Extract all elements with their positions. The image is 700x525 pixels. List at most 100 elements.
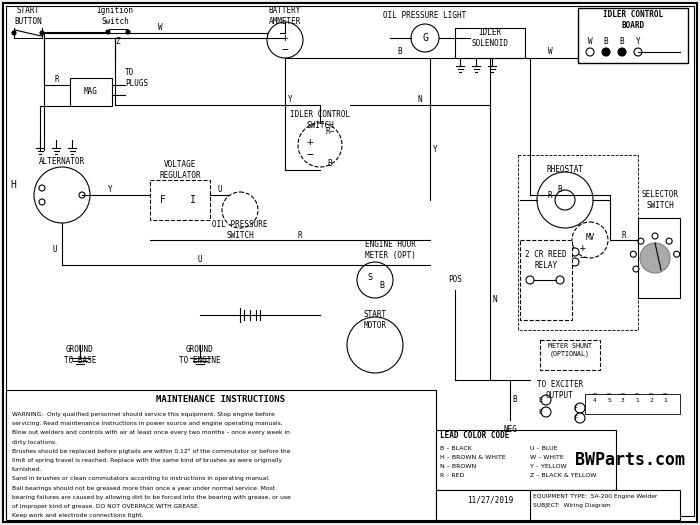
- Text: N: N: [493, 296, 497, 304]
- Text: Brushes should be replaced before pigtails are within 0.12" of the commutator or: Brushes should be replaced before pigtai…: [12, 449, 290, 454]
- Text: E: E: [538, 409, 542, 415]
- FancyBboxPatch shape: [520, 240, 572, 320]
- Text: B – BLACK: B – BLACK: [440, 446, 472, 451]
- Circle shape: [645, 394, 657, 406]
- Text: +: +: [580, 243, 586, 253]
- Circle shape: [40, 31, 44, 35]
- Circle shape: [106, 30, 110, 34]
- Circle shape: [39, 199, 45, 205]
- FancyBboxPatch shape: [70, 78, 112, 106]
- Circle shape: [12, 31, 16, 35]
- Circle shape: [652, 233, 658, 239]
- Text: servicing. Read maintenance instructions in power source and engine operating ma: servicing. Read maintenance instructions…: [12, 421, 283, 426]
- Text: Ignition
Switch: Ignition Switch: [97, 6, 134, 26]
- Text: ALTERNATOR: ALTERNATOR: [39, 158, 85, 166]
- Text: NEG: NEG: [503, 425, 517, 435]
- Circle shape: [39, 185, 45, 191]
- Text: R – RED: R – RED: [440, 473, 464, 478]
- FancyBboxPatch shape: [6, 390, 436, 520]
- Circle shape: [630, 251, 636, 257]
- FancyBboxPatch shape: [530, 490, 680, 520]
- FancyBboxPatch shape: [455, 28, 525, 58]
- Text: R: R: [622, 230, 626, 239]
- Circle shape: [572, 222, 608, 258]
- Text: OIL PRESSURE LIGHT: OIL PRESSURE LIGHT: [384, 12, 467, 20]
- Circle shape: [633, 266, 639, 272]
- Text: IDLER CONTROL
SWITCH: IDLER CONTROL SWITCH: [290, 110, 350, 130]
- Text: Sand in brushes or clean commutators according to instructions in operating manu: Sand in brushes or clean commutators acc…: [12, 476, 270, 481]
- Text: B: B: [558, 185, 562, 194]
- Text: B: B: [398, 47, 402, 57]
- FancyBboxPatch shape: [436, 490, 616, 520]
- Text: R: R: [55, 76, 60, 85]
- Text: 2 CR REED
RELAY: 2 CR REED RELAY: [525, 250, 567, 270]
- Circle shape: [618, 48, 626, 56]
- Circle shape: [659, 394, 671, 406]
- Circle shape: [541, 395, 551, 405]
- Circle shape: [555, 190, 575, 210]
- Text: START
MOTOR: START MOTOR: [363, 310, 386, 330]
- Text: 2: 2: [649, 397, 653, 403]
- Text: W: W: [588, 37, 592, 47]
- Text: Keep work and electrode connections tight.: Keep work and electrode connections tigh…: [12, 513, 144, 518]
- Circle shape: [347, 317, 403, 373]
- Circle shape: [575, 413, 585, 423]
- Text: H – BROWN & WHITE: H – BROWN & WHITE: [440, 455, 505, 460]
- Text: U: U: [197, 256, 202, 265]
- Circle shape: [571, 248, 579, 256]
- Text: 1: 1: [635, 397, 639, 403]
- Text: START
BUTTON: START BUTTON: [14, 6, 42, 26]
- Text: furnished.: furnished.: [12, 467, 42, 472]
- Text: W – WHITE: W – WHITE: [530, 455, 564, 460]
- Circle shape: [222, 192, 258, 228]
- Text: 3: 3: [621, 397, 625, 403]
- Text: IDLER
SOLENOID: IDLER SOLENOID: [472, 28, 508, 48]
- Text: N – BROWN: N – BROWN: [440, 464, 476, 469]
- Text: MAG: MAG: [84, 88, 98, 97]
- Text: F: F: [573, 405, 577, 411]
- Circle shape: [526, 276, 534, 284]
- Text: 5: 5: [607, 397, 611, 403]
- Circle shape: [634, 48, 642, 56]
- FancyBboxPatch shape: [638, 218, 680, 298]
- Circle shape: [602, 48, 610, 56]
- Text: 11/27/2019: 11/27/2019: [467, 496, 513, 505]
- Text: B: B: [620, 37, 624, 47]
- Circle shape: [666, 238, 672, 244]
- Text: Z – BLACK & YELLOW: Z – BLACK & YELLOW: [530, 473, 596, 478]
- Text: RHEOSTAT: RHEOSTAT: [547, 165, 584, 174]
- Circle shape: [575, 403, 585, 413]
- Circle shape: [631, 394, 643, 406]
- Text: I: I: [190, 195, 196, 205]
- Text: SUBJECT:  Wiring Diagram: SUBJECT: Wiring Diagram: [533, 503, 610, 508]
- Text: WARNING:  Only qualified personnel should service this equipment. Stop engine be: WARNING: Only qualified personnel should…: [12, 412, 274, 417]
- Text: dirty locations.: dirty locations.: [12, 439, 57, 445]
- Circle shape: [571, 258, 579, 266]
- FancyBboxPatch shape: [3, 3, 697, 522]
- Text: Y – YELLOW: Y – YELLOW: [530, 464, 566, 469]
- Text: −: −: [580, 253, 586, 263]
- Text: 4: 4: [593, 397, 597, 403]
- Text: U: U: [52, 246, 57, 255]
- Text: BWParts.com: BWParts.com: [575, 451, 685, 469]
- Text: limit of spring travel is reached. Replace with the same kind of brushes as were: limit of spring travel is reached. Repla…: [12, 458, 282, 463]
- Text: MAINTENANCE INSTRUCTIONS: MAINTENANCE INSTRUCTIONS: [157, 395, 286, 404]
- Circle shape: [79, 192, 85, 198]
- Text: VOLTAGE
REGULATOR: VOLTAGE REGULATOR: [159, 160, 201, 180]
- Text: −: −: [307, 150, 314, 160]
- Text: N: N: [418, 96, 422, 104]
- Text: R: R: [547, 191, 552, 200]
- Circle shape: [640, 243, 670, 273]
- Text: POS: POS: [448, 276, 462, 285]
- Circle shape: [603, 394, 615, 406]
- Text: +: +: [307, 137, 314, 147]
- Circle shape: [617, 394, 629, 406]
- Text: MV: MV: [585, 233, 594, 242]
- Text: S: S: [368, 274, 372, 282]
- Text: METER SHUNT
(OPTIONAL): METER SHUNT (OPTIONAL): [548, 343, 592, 357]
- Text: OIL PRESSURE
SWITCH: OIL PRESSURE SWITCH: [212, 220, 267, 240]
- Circle shape: [586, 48, 594, 56]
- Text: W: W: [158, 24, 162, 33]
- Text: +: +: [281, 33, 288, 43]
- Text: U: U: [218, 185, 223, 194]
